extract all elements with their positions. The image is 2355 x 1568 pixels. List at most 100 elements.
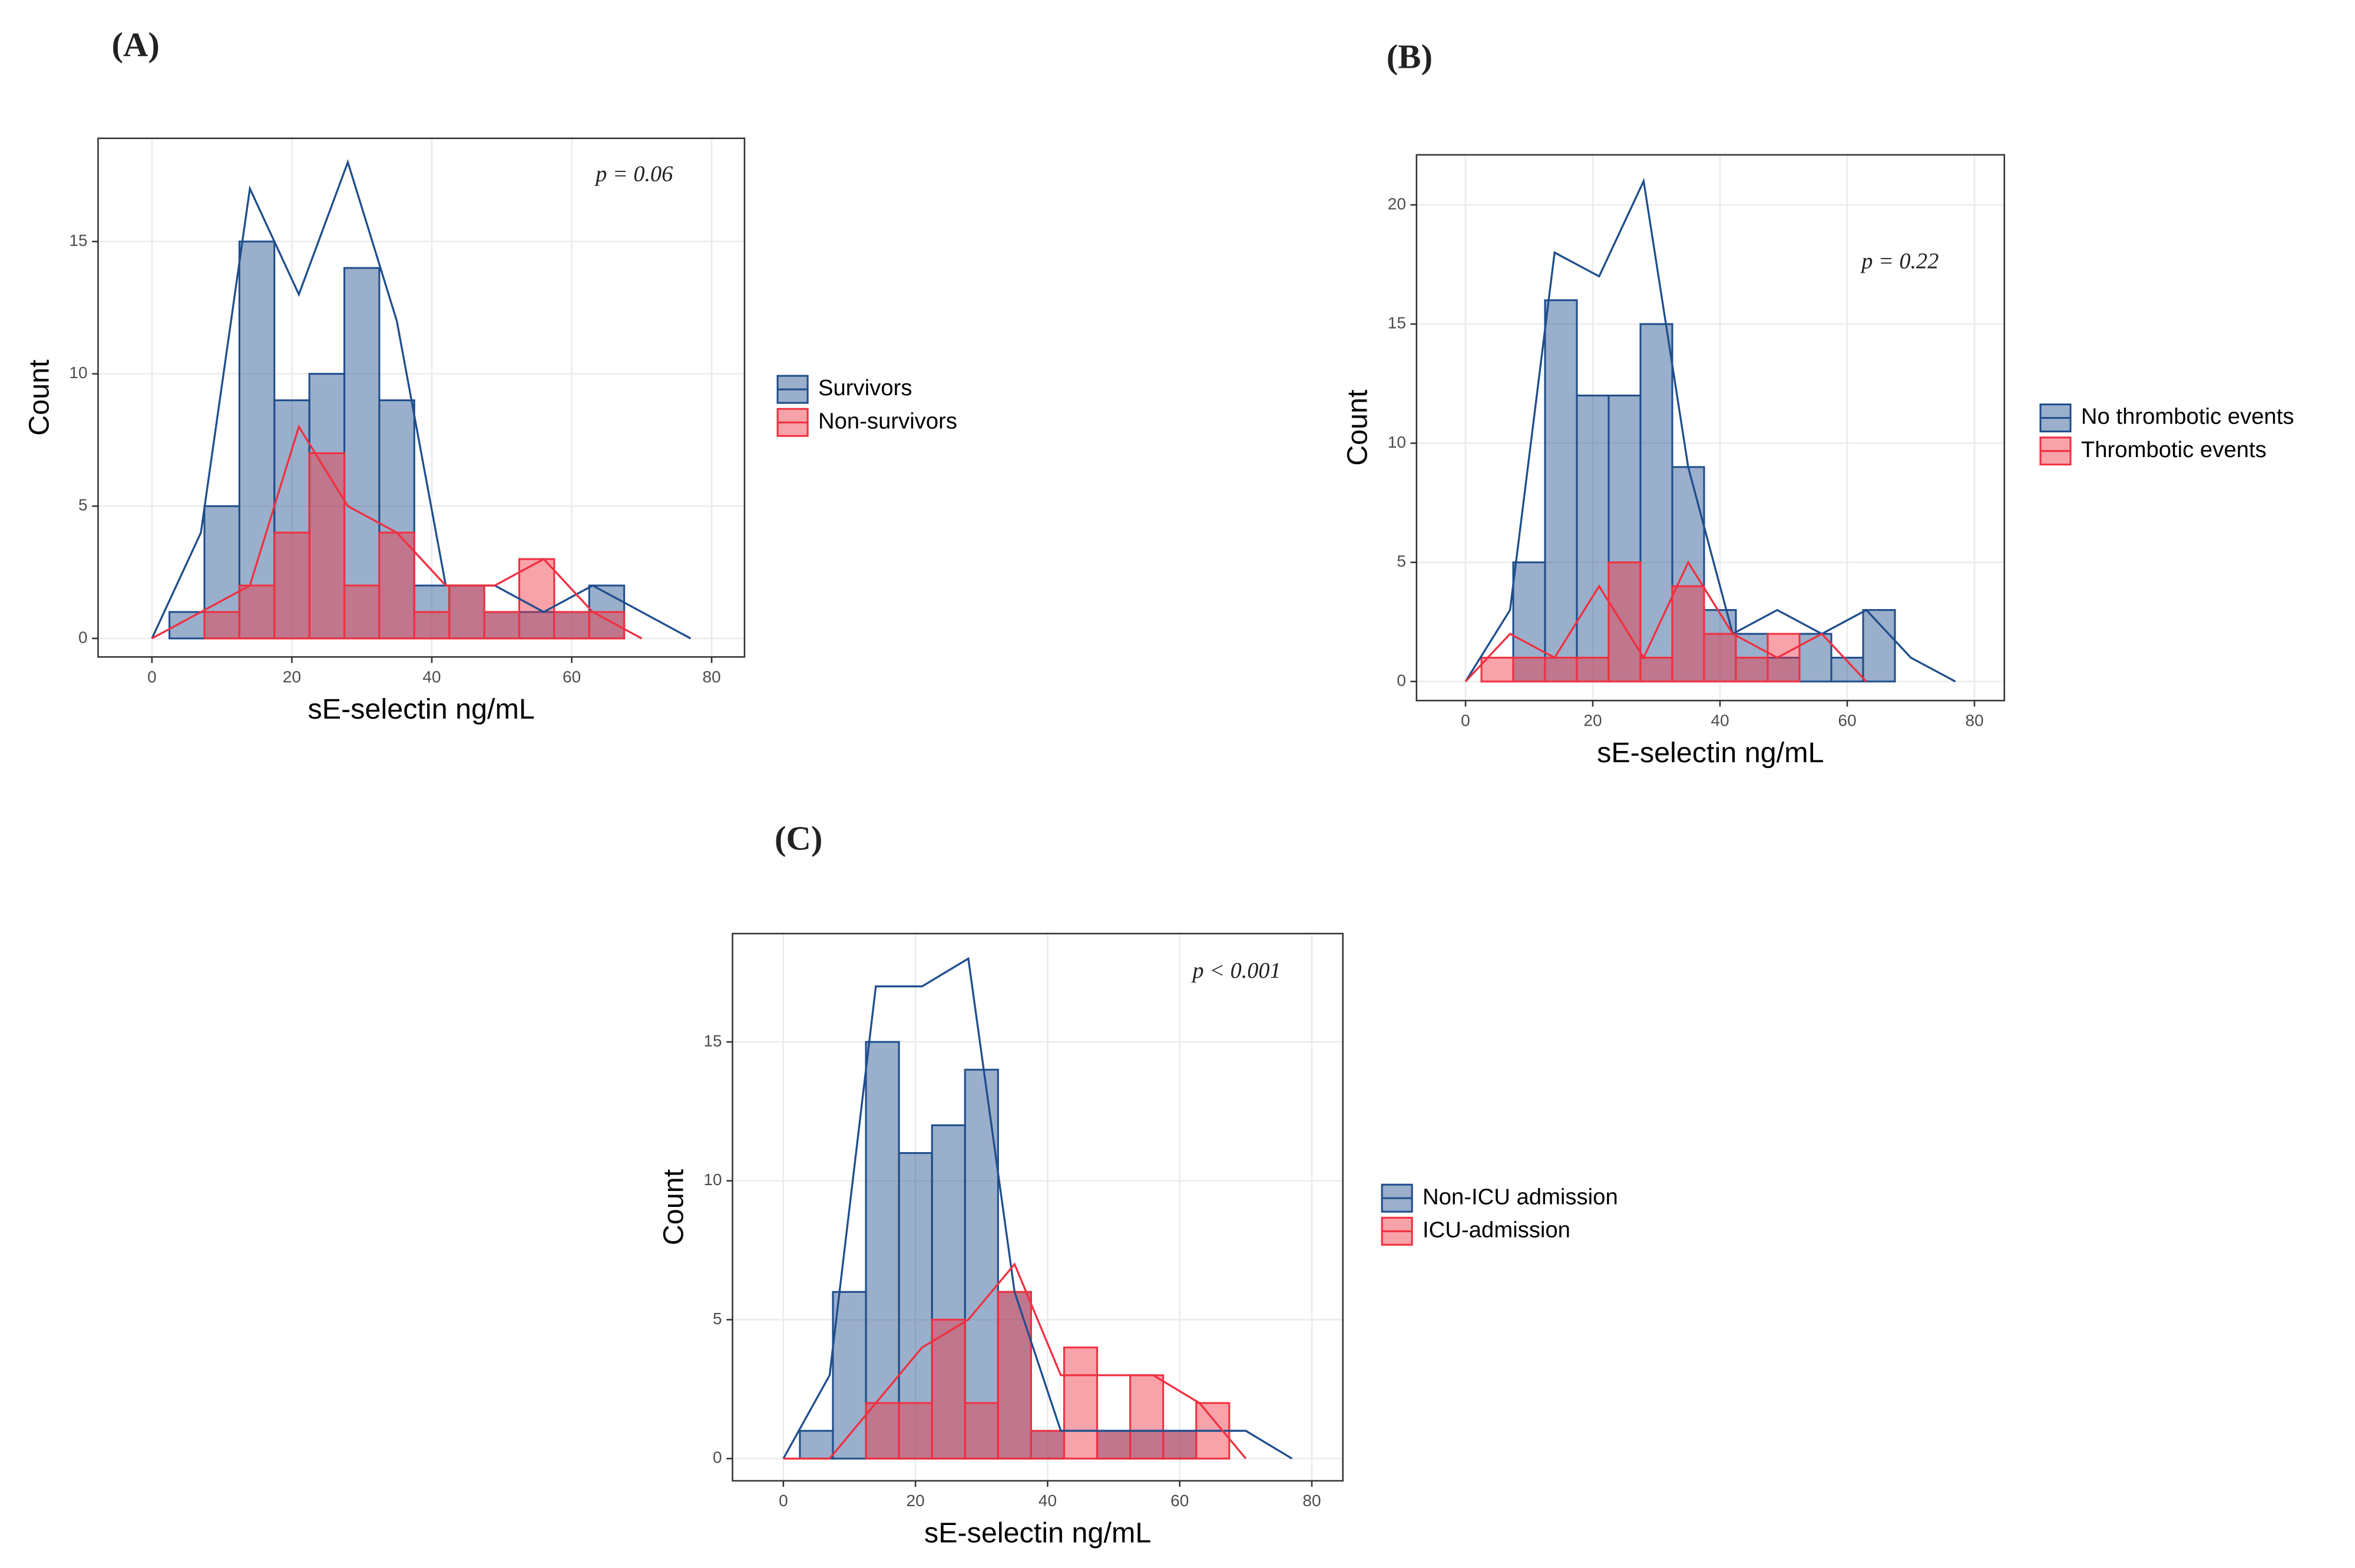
plot-border <box>97 137 746 658</box>
y-tick-label: 10 <box>703 1170 722 1189</box>
plot-background <box>98 138 745 657</box>
bar <box>1703 633 1737 683</box>
frequency-polygon <box>151 159 692 640</box>
bar <box>1096 1430 1132 1460</box>
legend-label: Non-ICU admission <box>1423 1184 1618 1209</box>
x-tick-label: 0 <box>147 667 157 686</box>
x-tick-label: 60 <box>1838 712 1856 730</box>
bar <box>1512 561 1546 683</box>
bar <box>518 558 555 640</box>
bar <box>343 584 381 640</box>
bar <box>1798 633 1833 683</box>
bar <box>553 611 590 640</box>
legend-label: No thrombotic events <box>2081 404 2294 429</box>
y-axis-title: Count <box>657 1169 689 1245</box>
bar <box>1735 656 1769 683</box>
plot-background <box>732 933 1343 1481</box>
bar <box>1576 394 1610 683</box>
legend-label: Non-survivors <box>818 408 957 434</box>
y-tick-label: 15 <box>703 1031 722 1050</box>
bar <box>832 1291 867 1460</box>
x-tick-label: 80 <box>1302 1491 1321 1510</box>
x-tick-label: 20 <box>283 667 301 686</box>
bar <box>898 1152 933 1460</box>
bar <box>1063 1347 1099 1460</box>
panel-label: (C) <box>775 819 822 858</box>
y-tick-label: 15 <box>69 231 87 249</box>
bar <box>238 584 276 640</box>
bar <box>273 531 310 640</box>
bar <box>1512 656 1546 683</box>
frequency-polygon <box>783 1262 1247 1460</box>
bar <box>308 452 346 640</box>
bar <box>1862 609 1896 683</box>
x-tick-label: 20 <box>1583 712 1602 730</box>
bar <box>1671 585 1705 683</box>
bar <box>238 240 276 640</box>
bar <box>378 531 415 640</box>
legend-label: ICU-admission <box>1423 1217 1570 1242</box>
x-tick-label: 0 <box>1461 712 1470 730</box>
y-tick-label: 0 <box>713 1448 722 1467</box>
y-tick-label: 0 <box>1397 671 1406 689</box>
panel-label: (A) <box>111 25 159 64</box>
plot-border <box>1415 154 2006 702</box>
bar <box>483 611 521 640</box>
bar <box>931 1318 966 1460</box>
y-tick-label: 20 <box>1388 194 1406 213</box>
bar <box>203 505 240 640</box>
bar <box>964 1069 999 1460</box>
x-tick-label: 60 <box>1170 1491 1189 1510</box>
frequency-polygon <box>151 424 643 640</box>
y-tick-label: 10 <box>69 363 87 382</box>
x-axis-title: sE-selectin ng/mL <box>1597 737 1824 769</box>
y-tick-label: 5 <box>1397 552 1406 570</box>
x-tick-label: 40 <box>422 667 441 686</box>
bar <box>997 1291 1032 1460</box>
y-tick-label: 5 <box>78 496 88 514</box>
bar <box>308 373 346 640</box>
y-axis-title: Count <box>23 359 55 436</box>
bar <box>413 611 451 640</box>
bar <box>1576 656 1610 683</box>
x-tick-label: 40 <box>1711 712 1729 730</box>
y-axis-title: Count <box>1342 389 1374 466</box>
x-axis-title: sE-selectin ng/mL <box>308 693 535 725</box>
bar <box>1480 656 1514 683</box>
frequency-polygon <box>782 957 1293 1460</box>
legend-label: Thrombotic events <box>2081 437 2267 462</box>
bar <box>931 1124 966 1460</box>
plot-border <box>732 932 1344 1482</box>
bar <box>799 1430 834 1460</box>
annotation: p = 0.22 <box>1860 249 1939 273</box>
x-tick-label: 80 <box>703 667 721 686</box>
frequency-polygon <box>1464 177 1956 683</box>
bar <box>1639 323 1673 683</box>
x-tick-label: 0 <box>779 1491 788 1510</box>
x-axis-title: sE-selectin ng/mL <box>924 1517 1151 1549</box>
bar <box>1544 299 1578 683</box>
bar <box>1544 656 1578 683</box>
bar <box>1767 633 1801 683</box>
bar <box>378 399 415 640</box>
annotation: p = 0.06 <box>594 161 673 186</box>
bar <box>343 267 381 640</box>
x-tick-label: 80 <box>1965 712 1983 730</box>
bar <box>865 1402 900 1460</box>
x-tick-label: 60 <box>563 667 581 686</box>
bar <box>1129 1374 1165 1460</box>
x-tick-label: 40 <box>1038 1491 1057 1510</box>
bar <box>1162 1430 1198 1460</box>
annotation: p < 0.001 <box>1191 958 1281 983</box>
y-tick-label: 5 <box>713 1309 722 1328</box>
frequency-polygon <box>1464 560 1867 683</box>
y-tick-label: 10 <box>1388 433 1406 451</box>
bar <box>964 1402 999 1460</box>
legend-label: Survivors <box>818 375 912 401</box>
y-tick-label: 0 <box>78 628 88 646</box>
y-tick-label: 15 <box>1388 314 1406 332</box>
bar <box>1030 1430 1066 1460</box>
bar <box>898 1402 933 1460</box>
